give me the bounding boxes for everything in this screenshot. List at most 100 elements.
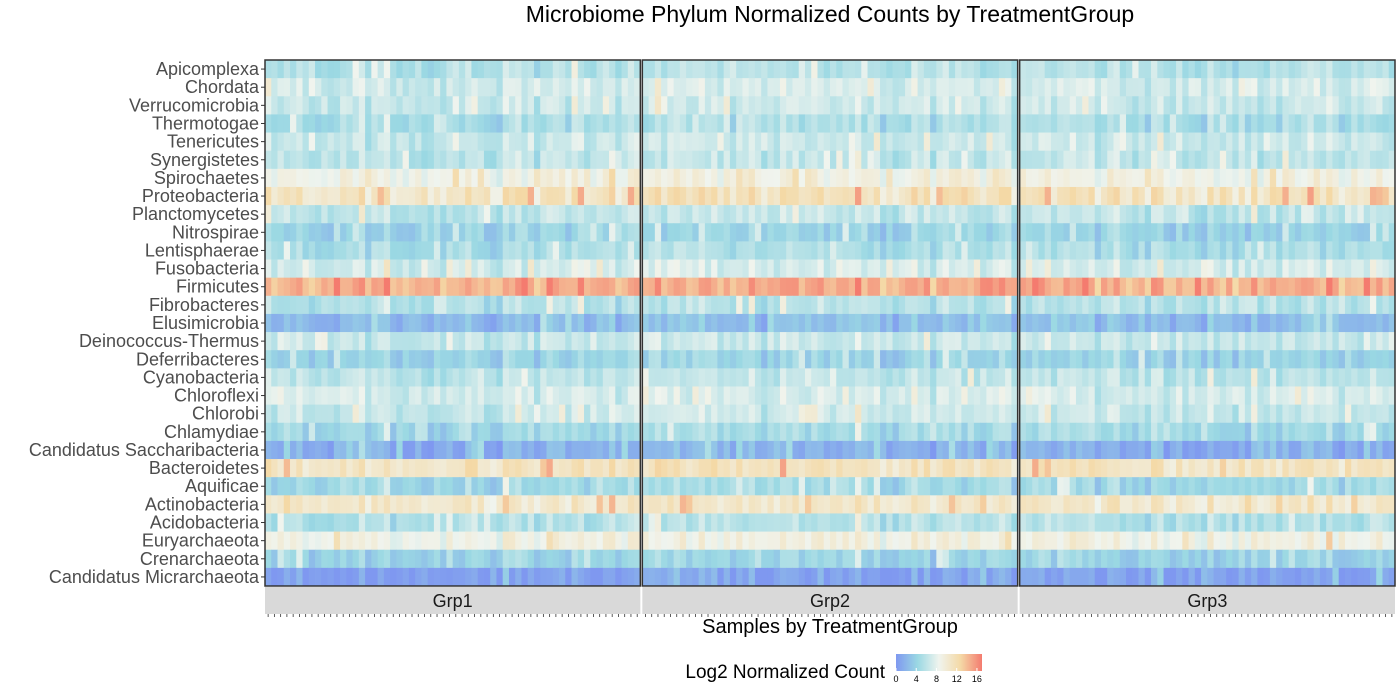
heatmap-cell	[817, 96, 825, 115]
heatmap-cell	[861, 440, 868, 460]
heatmap-cell	[427, 114, 435, 133]
heatmap-cell	[265, 549, 272, 569]
heatmap-cell	[711, 295, 718, 315]
heatmap-cell	[521, 386, 529, 406]
heatmap-cell	[1269, 277, 1277, 297]
heatmap-cell	[1163, 368, 1171, 387]
heatmap-cell	[296, 277, 303, 297]
heatmap-cell	[748, 459, 756, 478]
heatmap-cell	[723, 332, 731, 351]
heatmap-cell	[308, 168, 316, 188]
heatmap-cell	[1288, 114, 1296, 133]
heatmap-cell	[1251, 114, 1258, 133]
heatmap-cell	[1332, 350, 1340, 369]
heatmap-cell	[905, 440, 912, 460]
heatmap-cell	[998, 477, 1006, 496]
heatmap-cell	[792, 78, 800, 97]
heatmap-cell	[596, 186, 604, 206]
heatmap-cell	[892, 78, 900, 97]
heatmap-cell	[823, 78, 831, 97]
heatmap-cell	[817, 513, 825, 532]
heatmap-cell	[371, 440, 378, 460]
heatmap-cell	[452, 295, 460, 315]
heatmap-cell	[842, 332, 850, 351]
heatmap-cell	[621, 223, 629, 242]
heatmap-cell	[1244, 459, 1252, 478]
heatmap-cell	[596, 132, 604, 152]
heatmap-cell	[967, 332, 975, 351]
heatmap-cell	[1107, 168, 1114, 188]
heatmap-cell	[967, 60, 975, 79]
heatmap-cell	[365, 277, 372, 297]
heatmap-cell	[440, 78, 447, 97]
heatmap-cell	[842, 404, 850, 424]
heatmap-cell	[1063, 132, 1071, 152]
heatmap-cell	[967, 241, 975, 260]
heatmap-cell	[596, 513, 604, 532]
heatmap-cell	[773, 186, 781, 206]
heatmap-cell	[1050, 277, 1058, 297]
heatmap-cell	[1126, 277, 1133, 297]
heatmap-cell	[686, 440, 693, 460]
heatmap-cell	[634, 114, 641, 133]
heatmap-cell	[371, 495, 378, 514]
heatmap-cell	[1376, 313, 1383, 333]
heatmap-cell	[521, 168, 529, 188]
heatmap-cell	[477, 477, 485, 496]
heatmap-cell	[1126, 150, 1133, 170]
heatmap-cell	[577, 114, 585, 133]
heatmap-cell	[527, 459, 535, 478]
heatmap-cell	[408, 277, 416, 297]
heatmap-cell	[1188, 277, 1196, 297]
heatmap-cell	[905, 368, 912, 387]
heatmap-cell	[961, 277, 969, 297]
heatmap-cell	[302, 567, 310, 587]
heatmap-cell	[315, 259, 322, 279]
heatmap-cell	[1144, 332, 1152, 351]
heatmap-cell	[615, 205, 622, 224]
heatmap-cell	[1363, 277, 1371, 297]
heatmap-cell	[540, 186, 547, 206]
heatmap-cell	[1288, 223, 1296, 242]
heatmap-cell	[1057, 513, 1064, 532]
heatmap-cell	[1344, 223, 1352, 242]
heatmap-cell	[321, 459, 328, 478]
heatmap-cell	[1276, 168, 1283, 188]
heatmap-cell	[873, 60, 881, 79]
heatmap-cell	[265, 332, 272, 351]
heatmap-cell	[673, 368, 681, 387]
heatmap-cell	[1238, 368, 1246, 387]
heatmap-cell	[892, 386, 900, 406]
heatmap-cell	[917, 477, 925, 496]
heatmap-cell	[723, 440, 731, 460]
heatmap-cell	[1244, 132, 1252, 152]
heatmap-cell	[1005, 549, 1012, 569]
heatmap-cell	[1005, 386, 1012, 406]
heatmap-cell	[1044, 78, 1052, 97]
heatmap-cell	[955, 513, 962, 532]
heatmap-cell	[1363, 60, 1371, 79]
heatmap-cell	[483, 186, 491, 206]
heatmap-cell	[1113, 186, 1121, 206]
heatmap-cell	[1063, 96, 1071, 115]
heatmap-cell	[1382, 78, 1390, 97]
heatmap-cell	[277, 223, 285, 242]
heatmap-cell	[811, 549, 818, 569]
heatmap-cell	[761, 513, 768, 532]
heatmap-cell	[340, 277, 347, 297]
heatmap-cell	[723, 404, 731, 424]
heatmap-cell	[1169, 386, 1177, 406]
heatmap-cell	[483, 241, 491, 260]
heatmap-cell	[1269, 295, 1277, 315]
heatmap-cell	[698, 495, 706, 514]
heatmap-cell	[1032, 277, 1039, 297]
heatmap-cell	[1369, 422, 1377, 442]
heatmap-cell	[729, 60, 737, 79]
heatmap-cell	[621, 186, 629, 206]
heatmap-cell	[1100, 78, 1108, 97]
heatmap-cell	[502, 495, 510, 514]
heatmap-cell	[1151, 150, 1158, 170]
heatmap-cell	[1005, 313, 1012, 333]
heatmap-cell	[679, 332, 687, 351]
heatmap-cell	[1301, 60, 1308, 79]
